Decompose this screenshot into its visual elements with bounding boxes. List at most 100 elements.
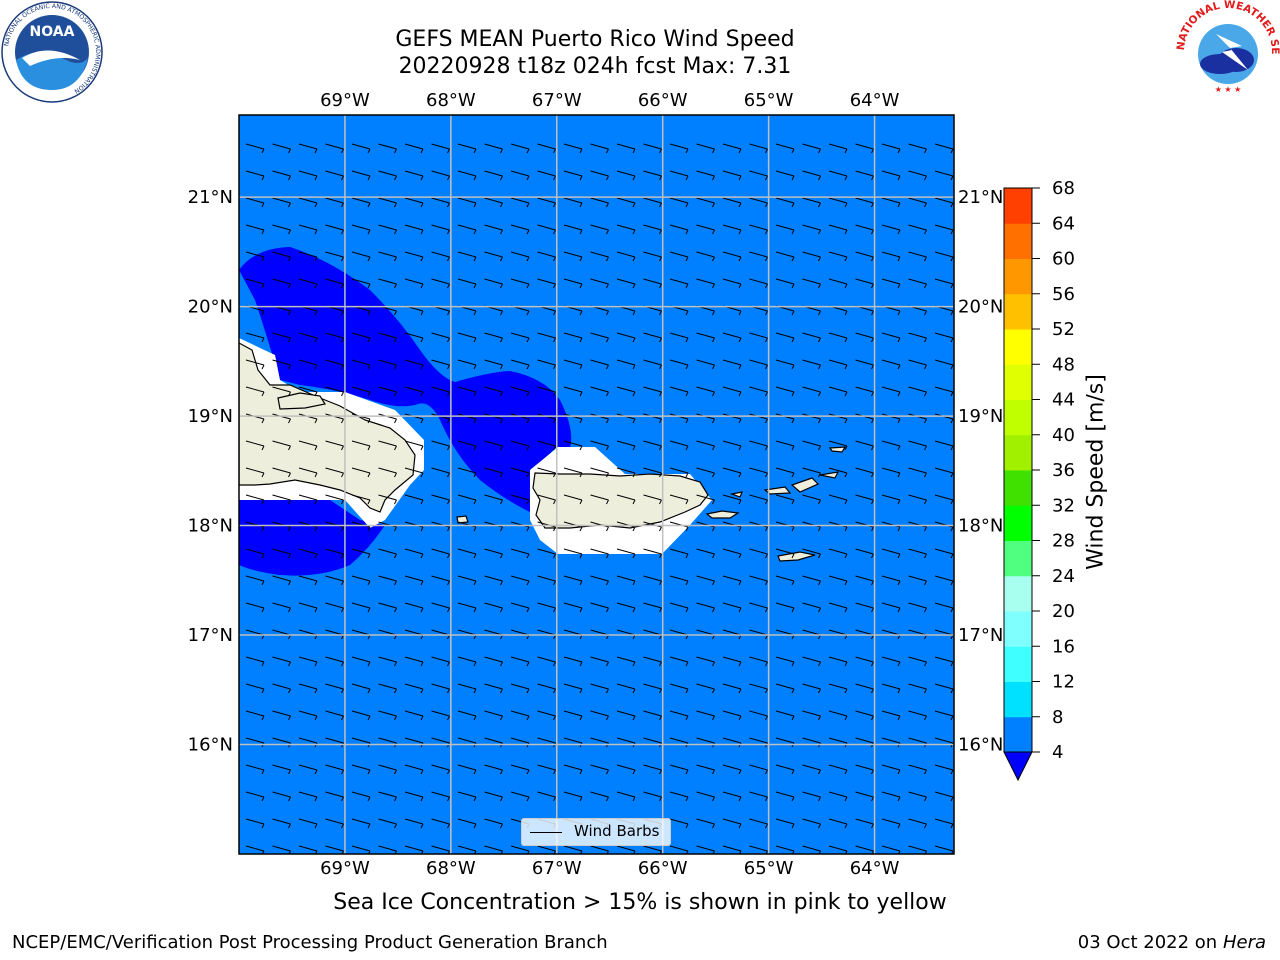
wind-barb [669,143,689,154]
wind-barb [510,683,530,694]
wind-barb [351,818,371,829]
wind-barb [616,845,636,854]
wind-barb [351,656,371,667]
wind-barb [590,278,609,289]
wind-barb [643,143,662,154]
wind-barb [537,548,556,559]
wind-barb [351,170,371,181]
footer-credit: NCEP/EMC/Verification Post Processing Pr… [12,932,608,953]
wind-barb [351,764,371,775]
wind-barb [563,332,583,343]
wind-barb [669,548,689,559]
wind-barb [908,386,927,397]
wind-barb [510,197,530,208]
wind-barb [908,791,927,802]
wind-barb [696,386,715,397]
wind-barb [563,386,583,397]
wind-barb [669,845,689,854]
wind-barb [855,845,874,854]
wind-barb [881,548,901,559]
wind-barb [378,494,397,505]
wind-barb [510,386,530,397]
wind-barb [722,764,742,775]
wind-barb [855,170,874,181]
wind-barb [537,143,556,154]
wind-barb [378,224,397,235]
wind-barb [590,386,609,397]
wind-barb [669,440,689,451]
wind-barb [484,845,503,854]
wind-barb [749,548,768,559]
wind-barb [643,197,662,208]
wind-barb [298,845,318,854]
colorbar-segment [1004,188,1032,224]
longitude-label-top: 68°W [426,90,476,111]
low-wind-region [239,247,572,512]
wind-barb [510,143,530,154]
wind-barb [351,359,371,370]
wind-barb [272,764,291,775]
latitude-label-left: 19°N [188,406,233,427]
wind-barb [431,602,450,613]
wind-barb [908,224,927,235]
wind-barb [537,764,556,775]
map-frame [238,114,955,855]
wind-barb [298,332,318,343]
wind-barb [749,143,768,154]
wind-barb [590,440,609,451]
wind-barb [378,278,397,289]
wind-barb [431,440,450,451]
wind-barb [934,170,954,181]
colorbar-segment [1004,540,1032,577]
puerto-rico-landmass [532,472,709,529]
wind-barb [669,386,689,397]
wind-barb [298,791,318,802]
wind-barb [484,359,503,370]
wind-barb [537,575,556,586]
wind-barb [272,359,291,370]
wind-barb [404,602,424,613]
wind-barb [616,197,636,208]
wind-barb [908,467,927,478]
wind-barb [510,656,530,667]
wind-barb [563,791,583,802]
wind-barb [484,386,503,397]
wind-barb [722,683,742,694]
wind-barb [696,818,715,829]
wind-barb [590,764,609,775]
wind-barb [775,143,795,154]
wind-barb [669,224,689,235]
wind-barb [272,710,291,721]
wind-barb [934,467,954,478]
wind-barb [272,224,291,235]
wind-barb [749,791,768,802]
wind-barb [431,359,450,370]
wind-barb [722,494,742,505]
wind-barb [404,278,424,289]
wind-barb [643,332,662,343]
wind-barb [669,602,689,613]
wind-barb [828,467,848,478]
wind-barb [855,710,874,721]
latitude-label-right: 21°N [958,187,1003,208]
wind-barb [908,197,927,208]
wind-barb [457,575,477,586]
wind-barb [828,224,848,235]
wind-barb [351,386,371,397]
wind-barbs-legend: Wind Barbs [521,818,671,846]
wind-barb [537,386,556,397]
colorbar-tick-label: 52 [1052,319,1075,340]
wind-barb [272,494,291,505]
wind-barb [908,170,927,181]
wind-barb [722,197,742,208]
wind-barb [457,602,477,613]
wind-barb [802,548,821,559]
wind-barb [404,467,424,478]
wind-barb [298,386,318,397]
wind-barb [484,683,503,694]
wind-barb [881,143,901,154]
wind-barb [325,656,344,667]
wind-barb [669,332,689,343]
wind-barb [775,440,795,451]
wind-barb [749,494,768,505]
